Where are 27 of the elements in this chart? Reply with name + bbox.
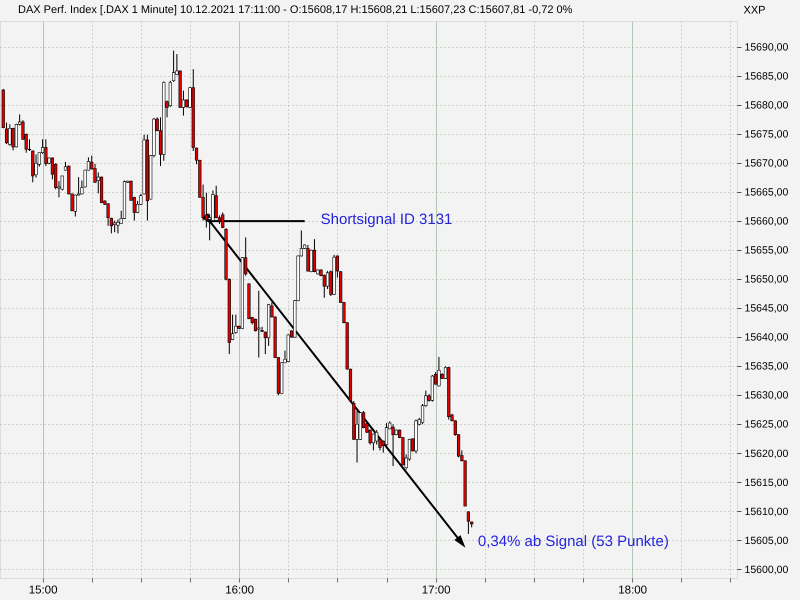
y-tick-label: 15600,00	[744, 564, 788, 576]
y-tick-label: 15665,00	[744, 186, 788, 199]
x-tick-label: 17:00	[422, 584, 451, 596]
annotation: 0,34% ab Signal (53 Punkte)	[478, 533, 669, 550]
y-tick-label: 15645,00	[744, 302, 788, 315]
y-tick-label: 15680,00	[744, 100, 788, 112]
y-tick-label: 15625,00	[744, 418, 788, 431]
y-tick-label: 15650,00	[744, 274, 788, 286]
y-tick-label: 15630,00	[744, 390, 788, 402]
y-tick-label: 15675,00	[744, 128, 788, 141]
y-tick-label: 15620,00	[744, 448, 788, 460]
y-axis-title: XXP	[744, 4, 766, 16]
y-tick-label: 15655,00	[744, 244, 788, 257]
y-tick-label: 15670,00	[744, 158, 788, 170]
x-tick-label: 15:00	[28, 584, 58, 596]
y-tick-label: 15610,00	[744, 506, 788, 518]
x-tick-label: 18:00	[618, 584, 648, 596]
y-tick-label: 15685,00	[744, 70, 788, 83]
x-tick-label: 16:00	[225, 584, 254, 596]
y-tick-label: 15640,00	[744, 332, 788, 344]
y-tick-label: 15635,00	[744, 360, 788, 373]
y-tick-label: 15660,00	[744, 216, 788, 228]
chart-title: DAX Perf. Index [.DAX 1 Minute] 10.12.2021 17:11:00 - O:15608,17 H:15608,21 L:15607,23 C:15607,81 -0,72 0%	[18, 4, 573, 16]
y-tick-label: 15615,00	[744, 476, 788, 489]
annotation: Shortsignal ID 3131	[320, 211, 452, 228]
y-tick-label: 15605,00	[744, 534, 788, 547]
y-tick-label: 15690,00	[744, 42, 788, 54]
